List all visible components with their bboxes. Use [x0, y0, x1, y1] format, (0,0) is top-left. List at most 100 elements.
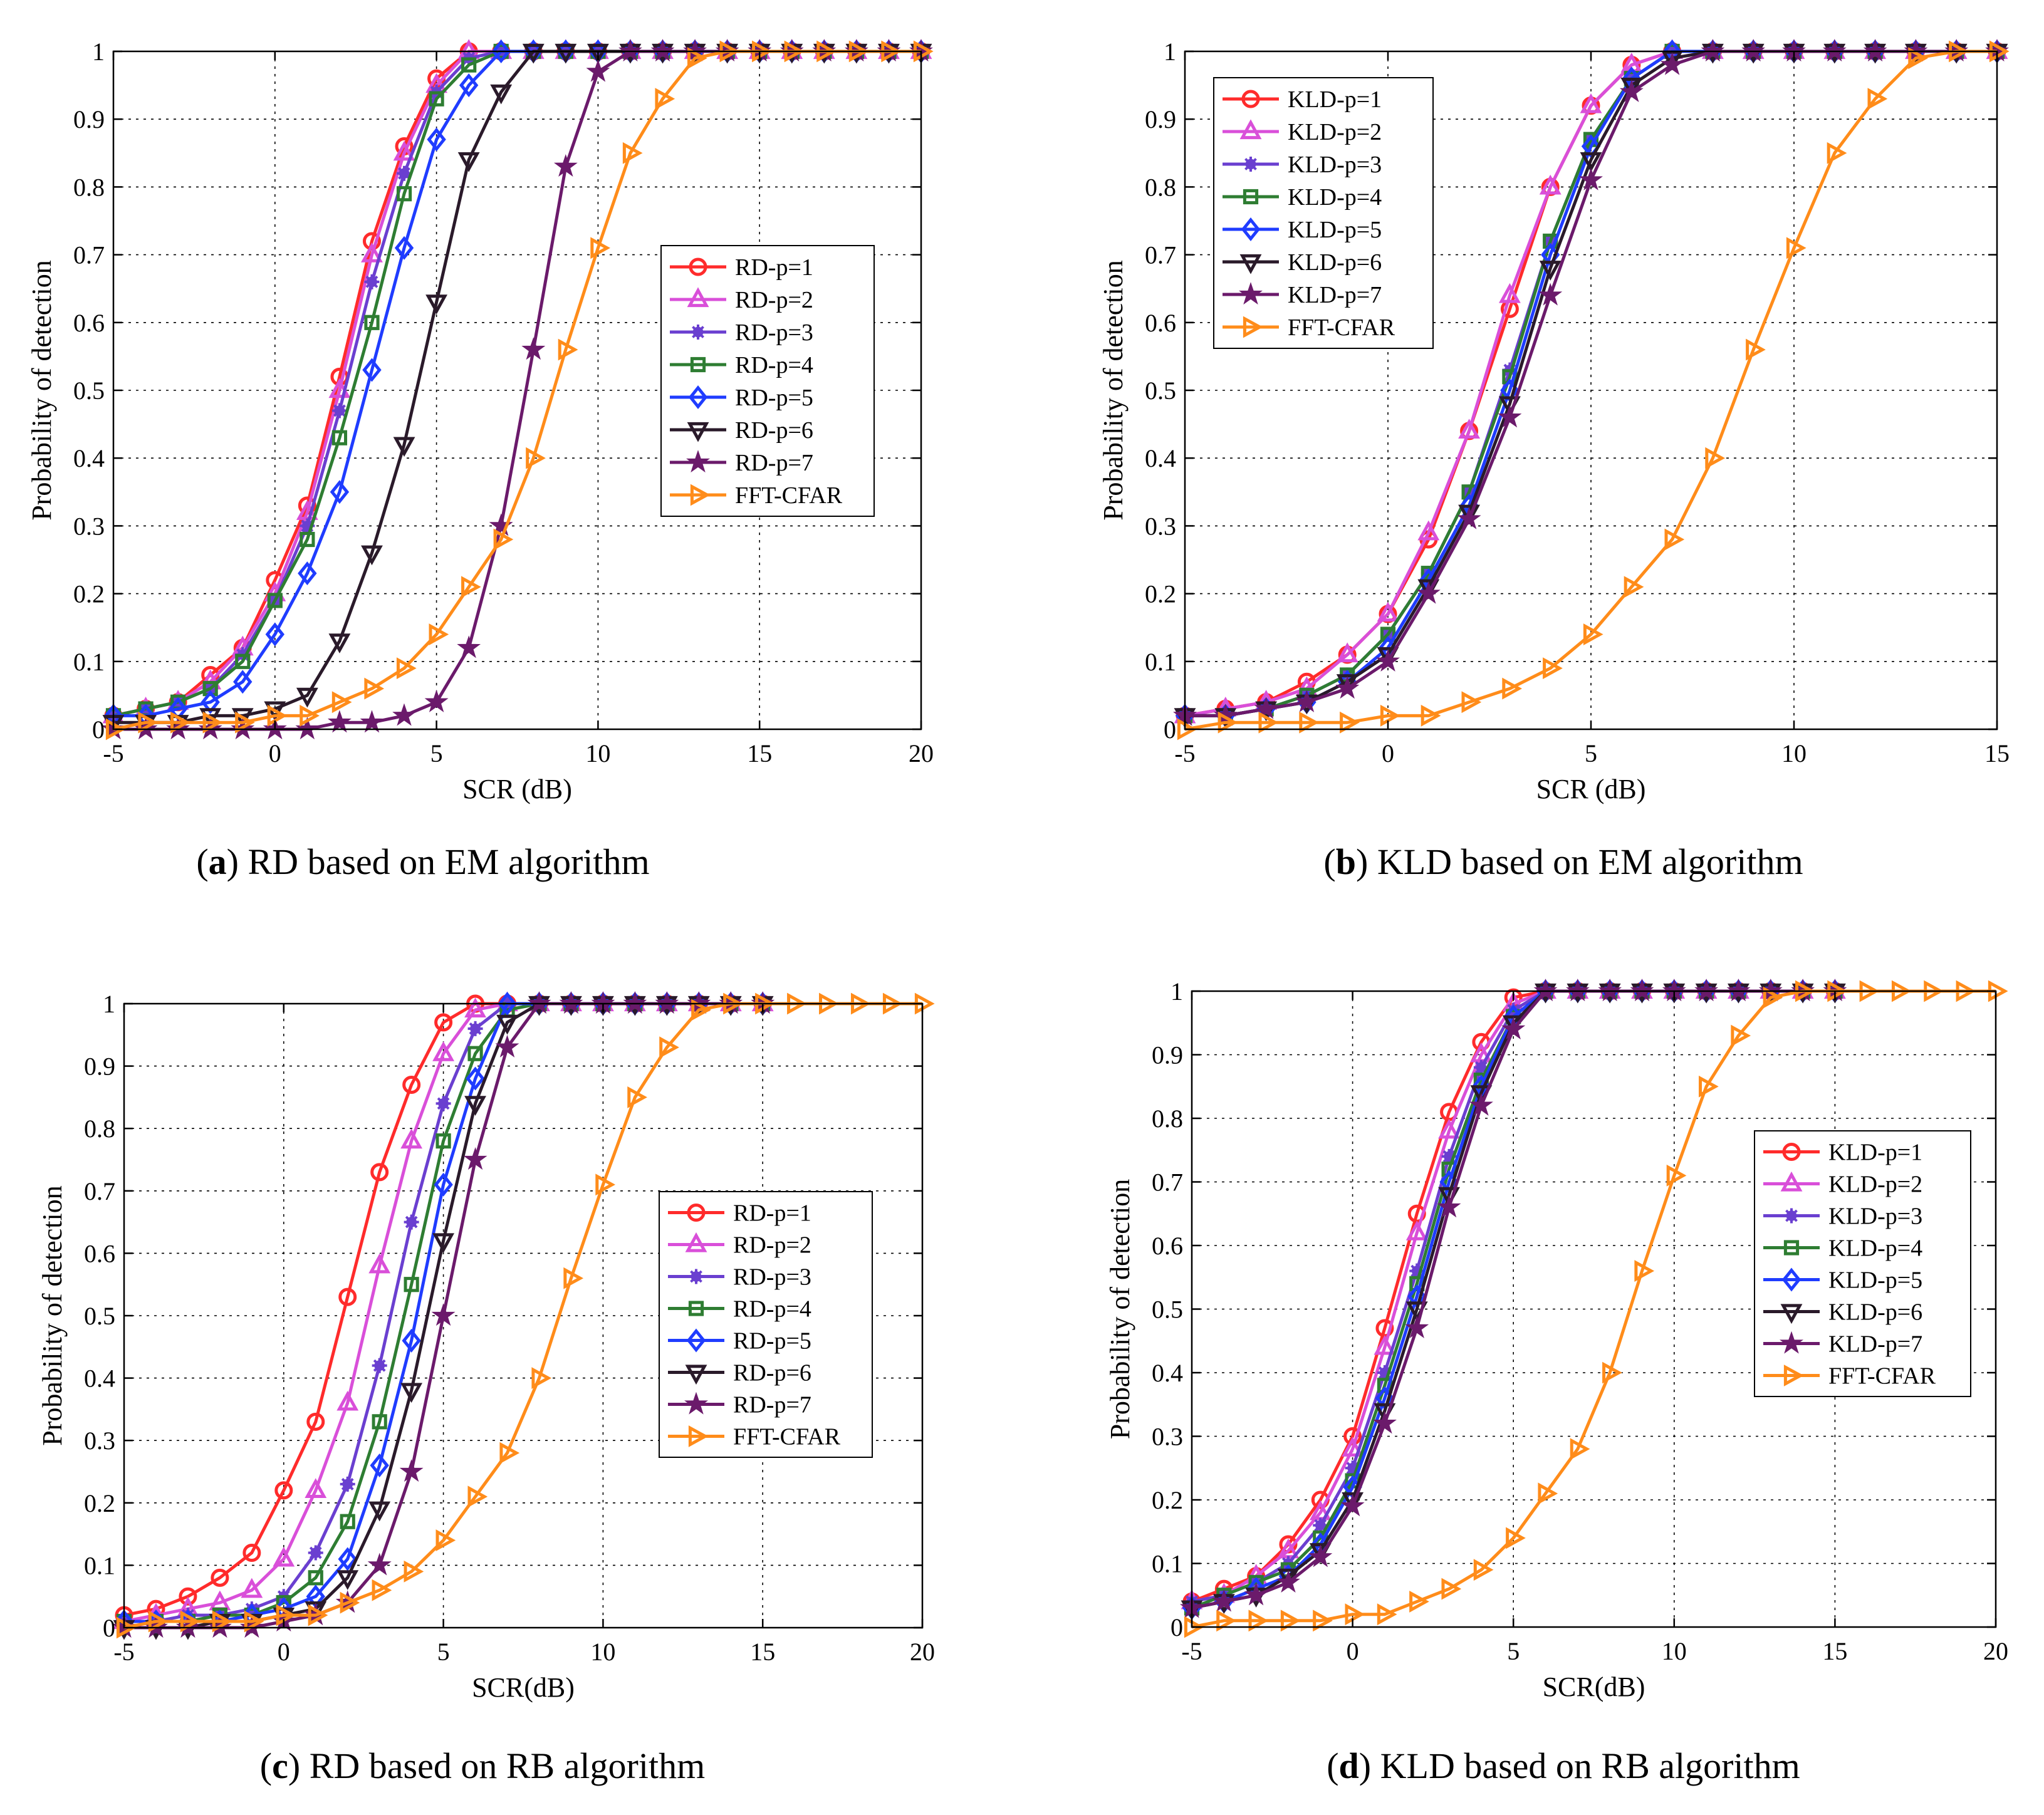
y-tick-label: 0.3 — [1152, 1423, 1183, 1451]
x-tick-label: 15 — [750, 1638, 775, 1666]
data-point — [687, 47, 707, 70]
data-point — [435, 1133, 451, 1149]
data-point — [1624, 576, 1644, 598]
data-point — [553, 153, 578, 177]
data-point — [265, 622, 285, 647]
data-point — [367, 1552, 392, 1576]
data-point — [393, 437, 415, 457]
caption-close: ) — [1356, 841, 1368, 882]
data-point — [1863, 39, 1887, 62]
data-point — [496, 1014, 518, 1035]
data-point — [1374, 1334, 1396, 1355]
data-point — [464, 1096, 486, 1116]
data-point — [457, 152, 480, 172]
legend-item: KLD-p=4 — [1223, 184, 1382, 211]
data-point — [1763, 986, 1783, 1009]
legend-marker — [1783, 1240, 1800, 1256]
y-tick-label: 0.2 — [1152, 1486, 1183, 1514]
legend-label: FFT-CFAR — [735, 482, 843, 509]
x-tick-label: 10 — [1781, 739, 1807, 767]
data-point — [1539, 261, 1562, 281]
y-tick-label: 0.7 — [1152, 1168, 1183, 1197]
data-point — [211, 1568, 229, 1587]
legend-marker — [686, 450, 710, 473]
data-point — [590, 237, 610, 259]
y-tick-label: 0.3 — [1145, 512, 1176, 540]
data-point — [1694, 979, 1719, 1002]
y-tick-label: 0.4 — [1152, 1359, 1183, 1387]
data-point — [498, 991, 517, 1016]
data-point — [340, 1476, 355, 1492]
y-tick-label: 0.5 — [84, 1302, 115, 1330]
legend-item: RD-p=4 — [668, 1296, 811, 1323]
legend-marker — [688, 1425, 709, 1447]
data-point — [368, 1501, 391, 1522]
data-point — [466, 1066, 485, 1091]
x-tick-label: 5 — [1585, 739, 1597, 767]
data-point — [1343, 1427, 1362, 1445]
data-point — [274, 1481, 293, 1500]
legend-label: RD-p=7 — [735, 450, 813, 476]
caption-open: ( — [1323, 841, 1335, 882]
data-point — [1741, 39, 1766, 62]
data-point — [432, 1041, 455, 1061]
data-point — [1501, 1016, 1526, 1040]
data-point — [623, 991, 647, 1014]
legend-label: KLD-p=4 — [1828, 1235, 1922, 1262]
x-axis-label: SCR (dB) — [1536, 774, 1646, 804]
data-point — [1216, 1610, 1236, 1632]
legend-marker — [686, 1328, 706, 1353]
data-point — [402, 1328, 421, 1353]
data-point — [397, 165, 412, 181]
data-point — [467, 1021, 483, 1036]
legend-item: KLD-p=5 — [1223, 217, 1382, 243]
legend-label: FFT-CFAR — [733, 1424, 841, 1450]
legend-item: FFT-CFAR — [670, 482, 843, 509]
legend-item: KLD-p=2 — [1763, 1172, 1922, 1198]
legend-item: RD-p=1 — [668, 1200, 811, 1227]
data-point — [1565, 979, 1590, 1002]
legend-marker — [689, 1269, 704, 1284]
data-point — [490, 84, 513, 105]
x-tick-label: -5 — [113, 1638, 134, 1666]
legend-label: RD-p=3 — [735, 320, 813, 346]
data-point — [1377, 1603, 1397, 1626]
data-point — [1581, 134, 1601, 159]
y-tick-label: 0.6 — [1152, 1232, 1183, 1260]
y-tick-label: 0.1 — [73, 648, 105, 676]
data-point — [1461, 691, 1482, 714]
y-tick-label: 0.2 — [73, 580, 105, 608]
legend-marker — [687, 1204, 706, 1222]
data-point — [459, 73, 479, 98]
legend-item: KLD-p=3 — [1763, 1204, 1922, 1230]
legend-item: RD-p=1 — [670, 254, 813, 281]
data-point — [1458, 419, 1481, 439]
data-point — [1254, 696, 1278, 719]
legend-item: RD-p=7 — [668, 1392, 811, 1418]
y-tick-label: 0.4 — [1145, 444, 1176, 472]
legend-marker — [1780, 1304, 1803, 1324]
y-tick-label: 0 — [1164, 715, 1176, 744]
legend-label: RD-p=6 — [735, 417, 813, 444]
legend-item: KLD-p=6 — [1223, 249, 1382, 276]
data-point — [368, 1253, 391, 1274]
x-tick-label: 0 — [269, 739, 281, 767]
caption-text: KLD based on RB algorithm — [1371, 1745, 1800, 1786]
legend-marker — [1241, 217, 1261, 242]
data-point — [393, 140, 415, 161]
x-tick-label: 5 — [1507, 1637, 1520, 1665]
legend-marker — [1239, 254, 1262, 274]
series-FFT-CFAR — [1177, 40, 2010, 741]
data-point — [461, 57, 477, 73]
legend-item: KLD-p=4 — [1763, 1235, 1922, 1262]
data-point — [370, 1163, 389, 1182]
data-point — [1473, 1559, 1494, 1581]
data-point — [361, 545, 383, 566]
legend-marker — [1780, 1331, 1803, 1354]
data-point — [212, 1610, 232, 1633]
data-point — [1380, 704, 1400, 727]
data-point — [1539, 174, 1562, 195]
legend-item: KLD-p=5 — [1763, 1267, 1922, 1294]
series-line — [1184, 49, 1997, 731]
legend-label: RD-p=2 — [733, 1232, 811, 1259]
